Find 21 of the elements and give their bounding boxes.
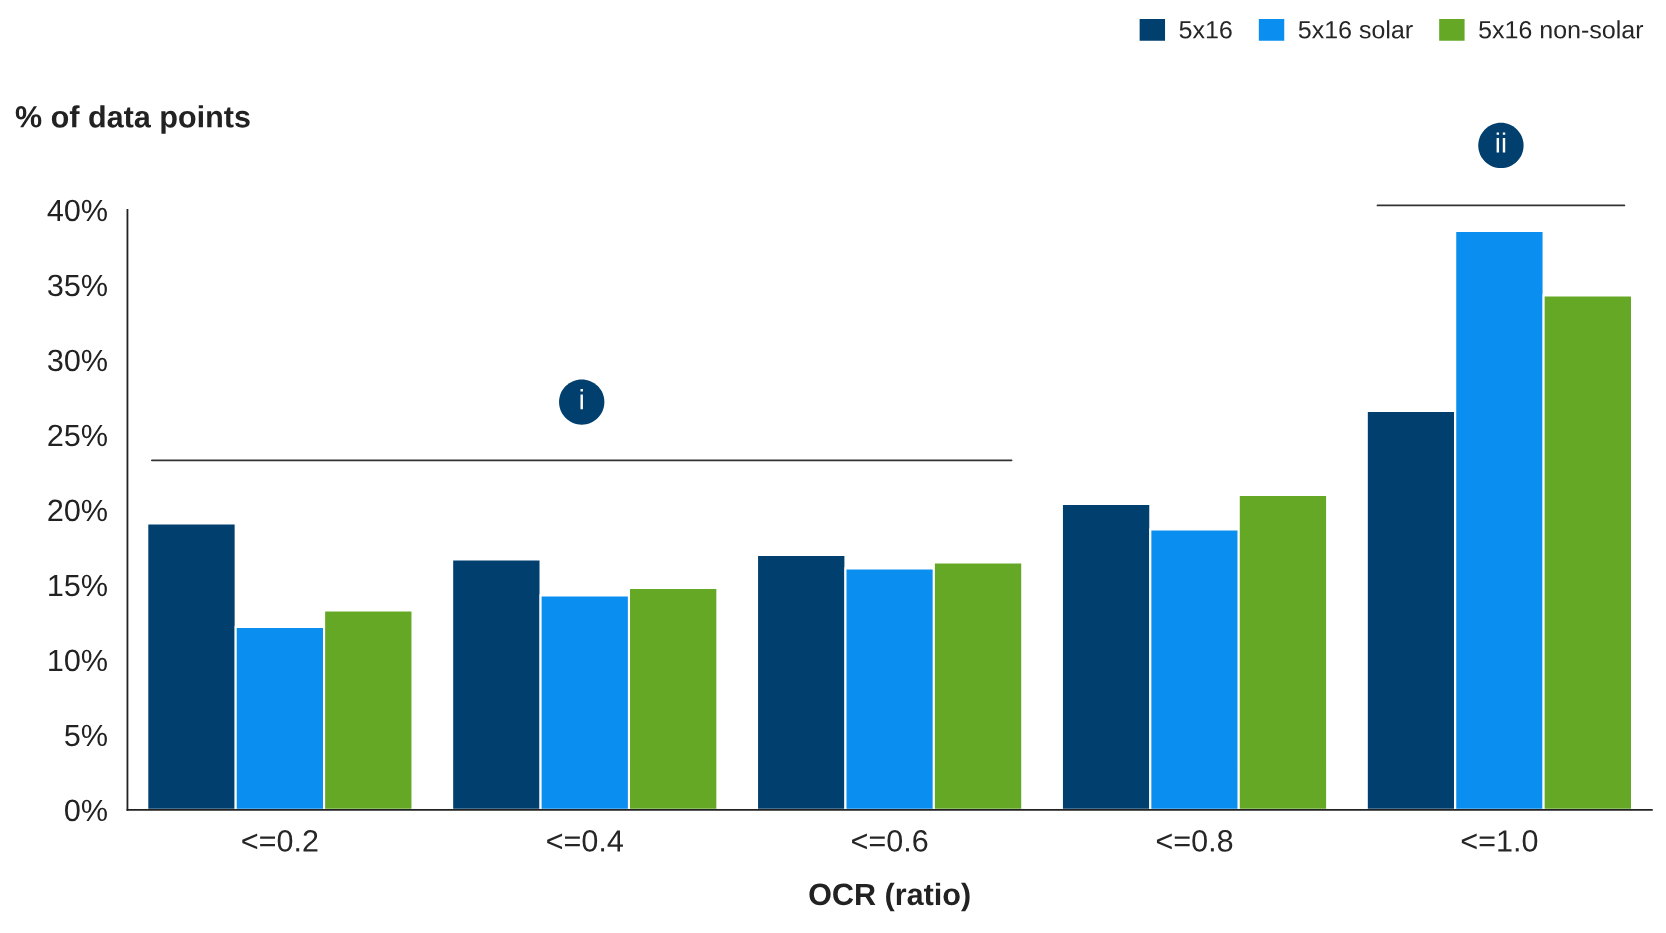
y-tick-label: 20% <box>48 499 107 522</box>
legend-label: 5x16 solar <box>1298 20 1413 39</box>
y-tick-label: 10% <box>49 649 107 672</box>
x-tick-label: <=0.4 <box>547 830 623 852</box>
legend-label: 5x16 non-solar <box>1479 20 1644 39</box>
x-tick-label: <=0.6 <box>852 830 928 852</box>
x-tick-label: <=0.2 <box>242 830 318 852</box>
y-tick-label: 35% <box>48 274 107 297</box>
x-tick-label: <=0.8 <box>1156 830 1233 852</box>
x-tick-label: <=1.0 <box>1461 830 1538 852</box>
y-tick-label: 5% <box>65 724 107 747</box>
y-tick-label: 40% <box>47 199 107 222</box>
y-tick-label: 25% <box>48 424 107 447</box>
ref-line-label: i <box>580 389 583 410</box>
y-tick-label: 15% <box>49 574 107 597</box>
text: ii <box>1496 132 1506 153</box>
y-tick-label: 30% <box>48 349 107 372</box>
x-axis-title: OCR (ratio) <box>809 882 970 912</box>
y-axis-title: % of data points <box>15 105 250 134</box>
legend-label: 5x16 <box>1179 20 1232 39</box>
y-tick-label: 0% <box>65 799 107 822</box>
